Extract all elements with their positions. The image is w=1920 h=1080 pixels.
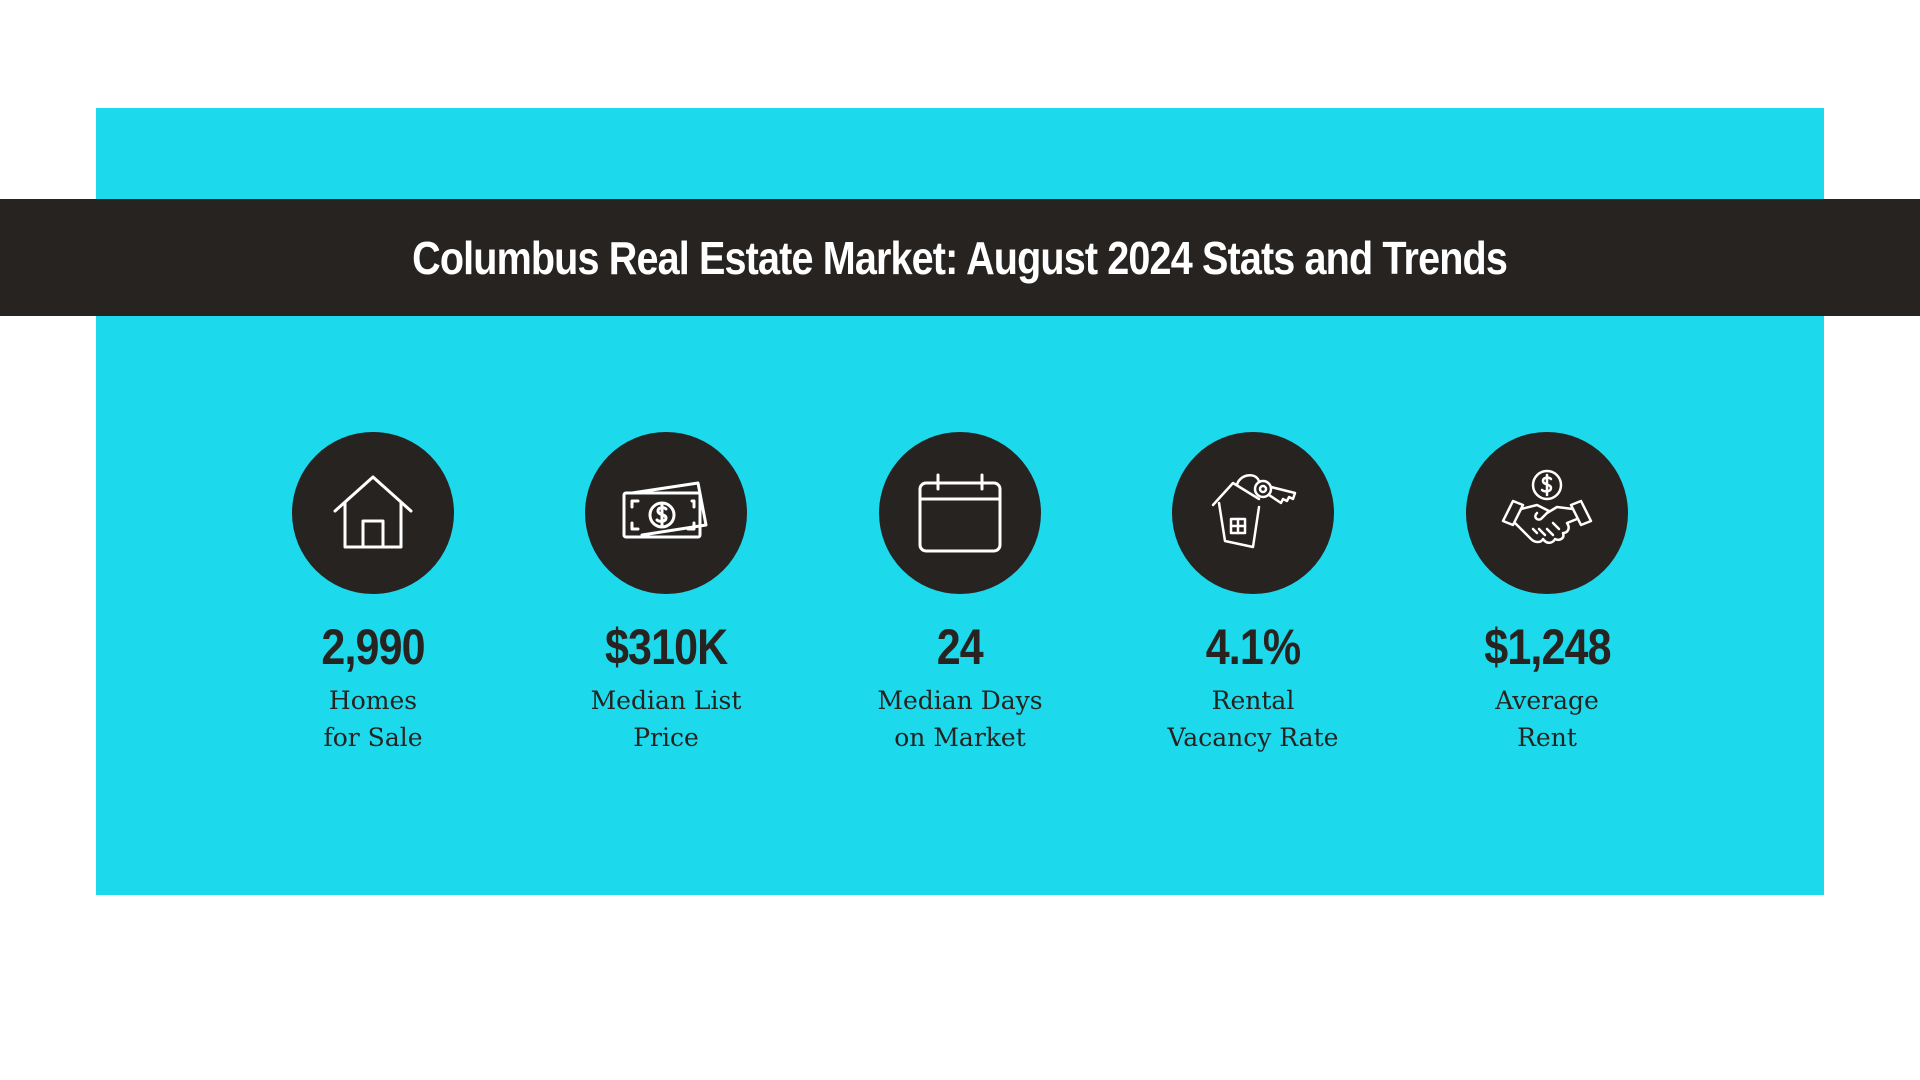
title-banner: Columbus Real Estate Market: August 2024…	[0, 199, 1920, 316]
icon-circle	[879, 432, 1041, 594]
stat-median-days-on-market: 24 Median Days on Market	[800, 432, 1120, 756]
stat-value: $1,248	[1483, 619, 1611, 675]
money-icon	[622, 481, 708, 539]
stat-value: 4.1%	[1205, 619, 1301, 675]
house-icon	[333, 475, 413, 549]
icon-circle	[1466, 432, 1628, 594]
page-title: Columbus Real Estate Market: August 2024…	[412, 231, 1509, 284]
stat-label: Rental Vacancy Rate	[1167, 686, 1339, 752]
stat-label: Median Days on Market	[877, 686, 1043, 752]
stat-homes-for-sale: 2,990 Homes for Sale	[213, 432, 533, 756]
stat-value: 2,990	[321, 619, 425, 675]
stat-median-list-price: $310K Median List Price	[506, 432, 826, 756]
stat-rental-vacancy-rate: 4.1% Rental Vacancy Rate	[1093, 432, 1413, 756]
stat-label: Median List Price	[590, 686, 742, 752]
stat-label: Homes for Sale	[323, 686, 423, 752]
icon-circle	[585, 432, 747, 594]
stat-average-rent: $1,248 Average Rent	[1387, 432, 1707, 756]
house-key-icon	[1211, 473, 1297, 549]
icon-circle	[1172, 432, 1334, 594]
stat-value: 24	[936, 619, 984, 675]
calendar-icon	[918, 473, 1002, 553]
icon-circle	[292, 432, 454, 594]
stat-value: $310K	[604, 619, 728, 675]
stat-label: Average Rent	[1495, 686, 1599, 752]
handshake-dollar-icon	[1501, 469, 1593, 544]
